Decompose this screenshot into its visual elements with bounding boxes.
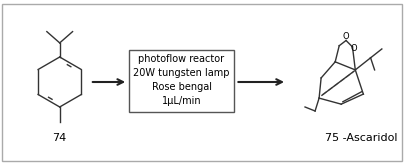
Text: 20W tungsten lamp: 20W tungsten lamp bbox=[133, 68, 230, 78]
Text: O: O bbox=[343, 32, 349, 41]
Text: 74: 74 bbox=[53, 133, 67, 143]
Text: Rose bengal: Rose bengal bbox=[151, 82, 212, 92]
Bar bbox=[129, 50, 234, 112]
Text: O: O bbox=[351, 44, 357, 53]
Text: photoflow reactor: photoflow reactor bbox=[138, 54, 225, 64]
Text: 1μL/min: 1μL/min bbox=[162, 96, 202, 106]
Text: 75 -Ascaridol: 75 -Ascaridol bbox=[325, 133, 397, 143]
